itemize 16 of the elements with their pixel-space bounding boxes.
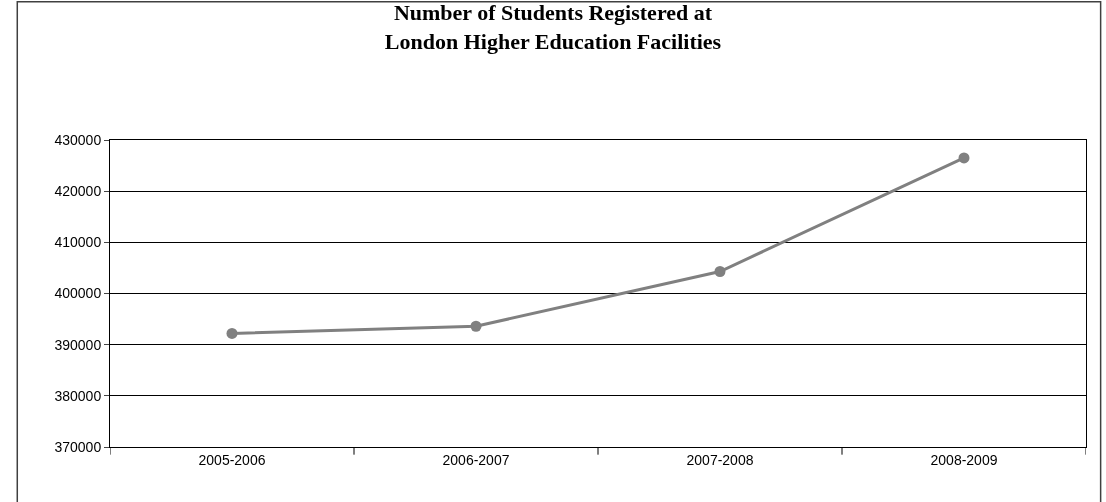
point bbox=[226, 327, 238, 339]
y-tick-label: 380000 bbox=[54, 387, 102, 404]
y-tick-label: 420000 bbox=[54, 183, 102, 200]
x-tick-label: 2006-2007 bbox=[442, 451, 510, 468]
x-tick-label: 2007-2008 bbox=[686, 451, 754, 468]
y-tick-label: 370000 bbox=[54, 438, 102, 455]
point bbox=[470, 320, 482, 332]
x-tick-label: 2008-2009 bbox=[930, 451, 998, 468]
y-tick-label: 400000 bbox=[54, 285, 102, 302]
chart-title: Number of Students Registered at London Higher Education Facilities bbox=[384, 0, 722, 54]
point bbox=[714, 266, 726, 277]
y-tick-label: 430000 bbox=[54, 131, 102, 148]
point bbox=[958, 152, 970, 164]
y-tick-label: 410000 bbox=[54, 234, 102, 251]
y-tick-label: 390000 bbox=[54, 336, 102, 353]
x-tick-label: 2005-2006 bbox=[198, 451, 266, 468]
